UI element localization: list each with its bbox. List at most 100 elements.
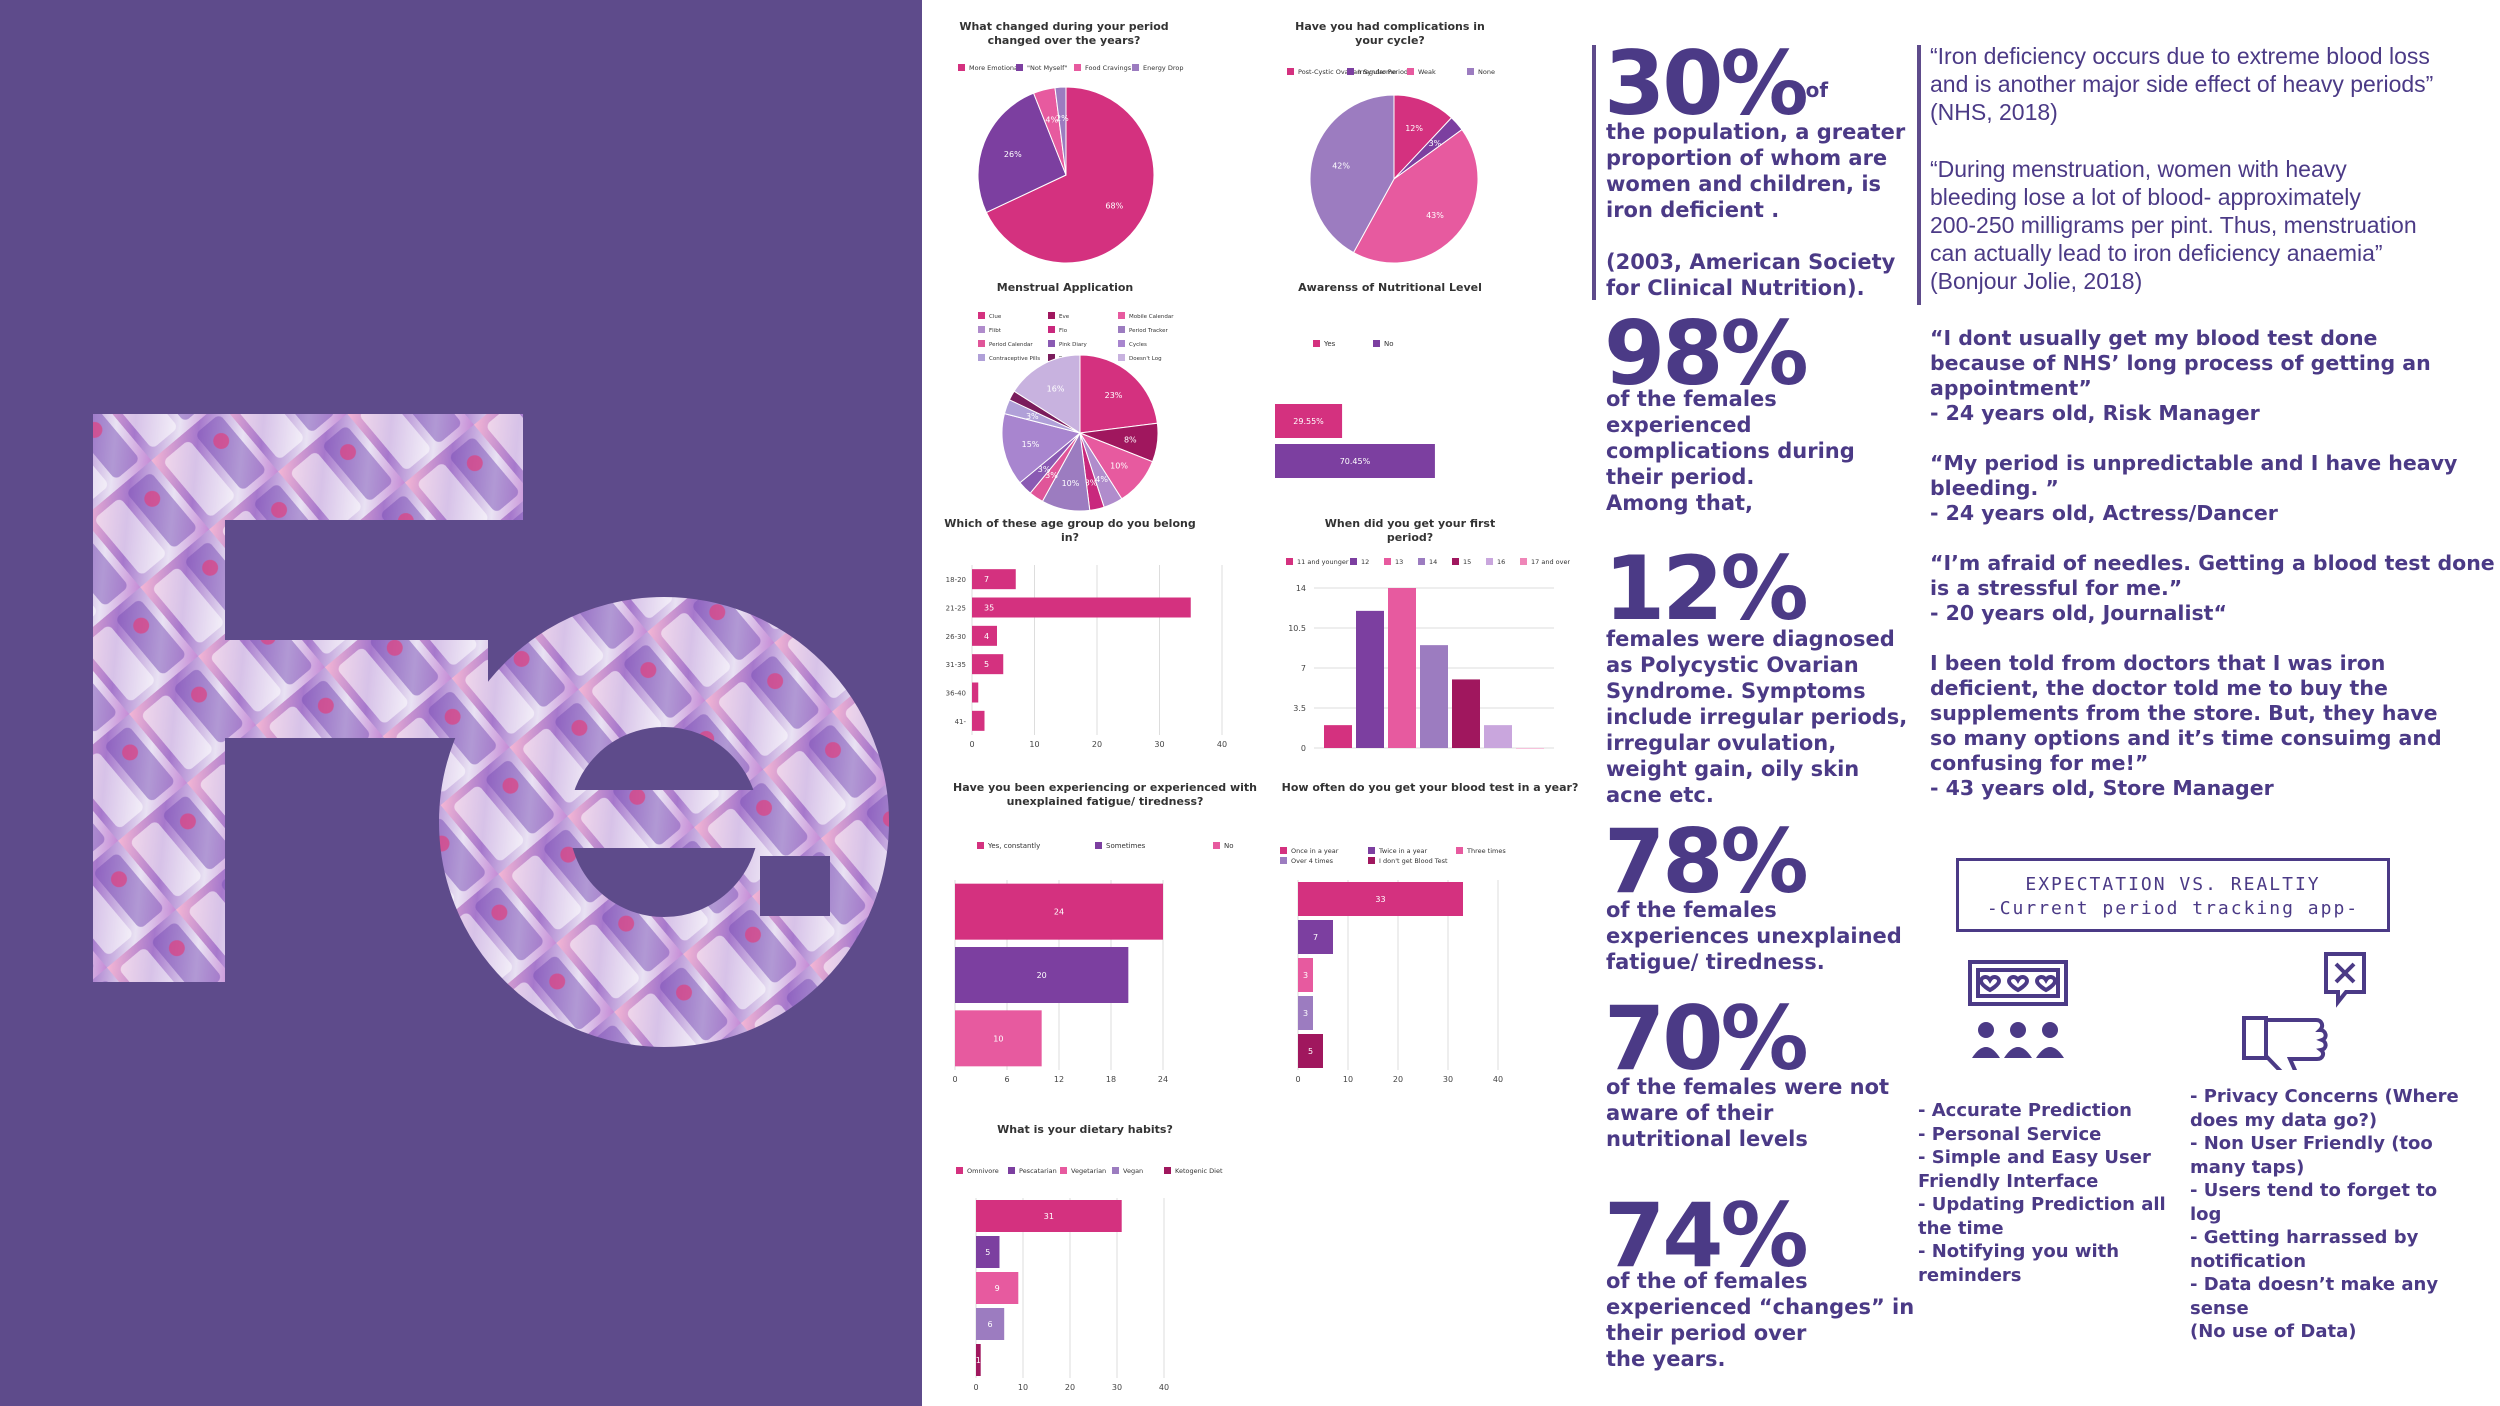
app-legend-label: Flo bbox=[1059, 328, 1068, 334]
age-bar bbox=[972, 597, 1191, 618]
age-value-label: 2 bbox=[984, 717, 989, 726]
app-legend-label: Clue bbox=[989, 314, 1002, 320]
fatigue-bar bbox=[955, 883, 1163, 940]
diet-bar bbox=[976, 1200, 1122, 1232]
awareness-legend-label: No bbox=[1384, 340, 1394, 348]
app-legend-swatch bbox=[1118, 340, 1125, 347]
app-slice bbox=[1079, 354, 1158, 434]
diet-bar bbox=[976, 1344, 981, 1376]
fatigue-legend-label: Sometimes bbox=[1106, 842, 1146, 850]
app-legend-swatch bbox=[1118, 326, 1125, 333]
fatigue-legend-swatch bbox=[1095, 842, 1102, 849]
changes-legend-label: Energy Drop bbox=[1143, 64, 1183, 72]
stat-70-pct: 70% bbox=[1604, 987, 1809, 1090]
changes-legend-label: Food Cravings bbox=[1085, 64, 1132, 72]
bar-chart-first: 11 and younger 12 13 14 15 16 17 and over 0 3.5 7… bbox=[1286, 558, 1570, 753]
chart-title-diet: What is your dietary habits? bbox=[997, 1123, 1173, 1136]
chart-title-first: When did you get your first period? bbox=[1324, 517, 1496, 545]
app-legend-swatch bbox=[1048, 354, 1055, 361]
age-value-label: 4 bbox=[984, 632, 989, 641]
blood-value-label: 3 bbox=[1303, 971, 1308, 980]
chart-title-blood: How often do you get your blood test in … bbox=[1281, 781, 1579, 794]
stat-30-pct: 30%of bbox=[1604, 32, 1829, 135]
thumbs-down-icon bbox=[2242, 952, 2366, 1070]
diet-legend-label: Vegan bbox=[1123, 1167, 1143, 1175]
app-slice-label: 15% bbox=[1022, 440, 1040, 449]
blood-value-label: 33 bbox=[1375, 895, 1385, 904]
stat-12-pct: 12% bbox=[1604, 537, 1809, 640]
chart-title-age: Which of these age group do you belong i… bbox=[944, 517, 1196, 545]
chart-title-changes: What changed during your period changed … bbox=[959, 20, 1169, 48]
complications-legend-label: Irregular Period bbox=[1358, 68, 1408, 76]
changes-legend-swatch bbox=[1016, 64, 1023, 71]
awareness-legend-swatch bbox=[1313, 340, 1320, 347]
stat-12-text: females were diagnosed as Polycystic Ova… bbox=[1606, 627, 1908, 807]
first-legend-swatch bbox=[1286, 558, 1293, 565]
app-legend-swatch bbox=[1048, 326, 1055, 333]
complications-slice bbox=[1309, 94, 1395, 254]
changes-slice bbox=[977, 92, 1067, 214]
stat-74-text: of the of females experienced “changes” … bbox=[1606, 1269, 1915, 1371]
app-legend-label: Period Calendar bbox=[989, 342, 1033, 348]
stat-98-text: of the females experienced complications… bbox=[1606, 387, 1855, 515]
app-slice-label: 10% bbox=[1062, 479, 1080, 488]
blood-value-label: 7 bbox=[1313, 933, 1318, 942]
age-tick-label: 20 bbox=[1092, 740, 1102, 749]
stat-30-text: the population, a greater proportion of … bbox=[1606, 120, 1906, 300]
age-bar bbox=[972, 654, 1004, 675]
complications-legend-label: Weak bbox=[1418, 68, 1436, 76]
blood-bar bbox=[1298, 996, 1313, 1030]
complications-slice-label: 12% bbox=[1405, 124, 1423, 133]
blood-value-label: 5 bbox=[1308, 1047, 1313, 1056]
app-legend-swatch bbox=[978, 326, 985, 333]
expectation-subtitle: -Current period tracking app- bbox=[1986, 898, 2360, 919]
blood-legend-swatch bbox=[1368, 857, 1375, 864]
pie-chart-app: Clue Eve Mobile Calendar Flibt Flo Period Tra… bbox=[978, 312, 1174, 512]
app-slice-label: 16% bbox=[1047, 385, 1065, 394]
first-bar bbox=[1388, 588, 1416, 748]
audience-hearts-icon bbox=[1968, 960, 2068, 1058]
awareness-legend-swatch bbox=[1373, 340, 1380, 347]
blood-bar bbox=[1298, 920, 1333, 954]
reality-list: - Privacy Concerns (Where does my data g… bbox=[2190, 1086, 2459, 1342]
complications-slice-label: 42% bbox=[1332, 161, 1350, 170]
fatigue-tick-label: 0 bbox=[952, 1075, 957, 1084]
app-legend-swatch bbox=[978, 340, 985, 347]
testimonial-2: “My period is unpredictable and I have h… bbox=[1930, 451, 2458, 525]
app-slice-label: 3% bbox=[1085, 478, 1098, 487]
first-tick-label: 3.5 bbox=[1293, 704, 1306, 713]
stat-70-text: of the females were not aware of their n… bbox=[1606, 1075, 1890, 1151]
first-bar bbox=[1324, 725, 1352, 748]
expectation-box: EXPECTATION VS. REALTIY -Current period … bbox=[1956, 858, 2390, 932]
diet-value-label: 5 bbox=[985, 1248, 990, 1257]
diet-legend-swatch bbox=[1164, 1167, 1171, 1174]
bar-chart-blood: Once in a year Twice in a year Three times… bbox=[1280, 847, 1506, 1084]
fatigue-tick-label: 12 bbox=[1054, 1075, 1064, 1084]
fe-logo bbox=[93, 414, 889, 1047]
app-legend-swatch bbox=[1048, 340, 1055, 347]
app-legend-label: Eve bbox=[1059, 314, 1070, 320]
complications-slice-label: 3% bbox=[1429, 139, 1442, 148]
blood-tick-label: 10 bbox=[1343, 1075, 1353, 1084]
diet-tick-label: 30 bbox=[1112, 1383, 1122, 1392]
changes-legend-label: More Emotional bbox=[969, 64, 1020, 72]
diet-tick-label: 10 bbox=[1018, 1383, 1028, 1392]
first-legend-label: 14 bbox=[1429, 558, 1437, 566]
complications-legend-swatch bbox=[1287, 68, 1294, 75]
age-category-label: 31-35 bbox=[946, 661, 966, 669]
diet-tick-label: 0 bbox=[973, 1383, 978, 1392]
stat-78-text: of the females experiences unexplained f… bbox=[1606, 898, 1902, 974]
app-slice-label: 3% bbox=[1026, 412, 1039, 421]
age-tick-label: 10 bbox=[1029, 740, 1039, 749]
first-legend-label: 17 and over bbox=[1531, 558, 1570, 566]
changes-slice-label: 4% bbox=[1045, 116, 1058, 125]
age-tick-label: 0 bbox=[969, 740, 974, 749]
app-legend-swatch bbox=[978, 312, 985, 319]
fatigue-legend-swatch bbox=[1213, 842, 1220, 849]
app-legend-label: Doesn't Log bbox=[1129, 356, 1162, 362]
brand-panel bbox=[0, 0, 922, 1406]
first-legend-swatch bbox=[1486, 558, 1493, 565]
complications-legend-swatch bbox=[1347, 68, 1354, 75]
first-legend-label: 11 and younger bbox=[1297, 558, 1349, 566]
awareness-value-label: 29.55% bbox=[1293, 417, 1324, 426]
